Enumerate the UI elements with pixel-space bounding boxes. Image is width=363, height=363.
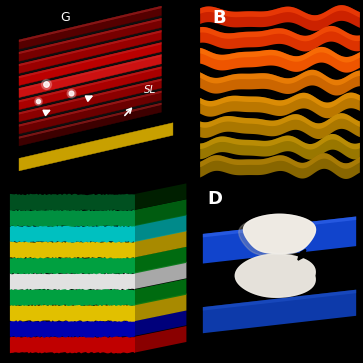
- Polygon shape: [19, 66, 162, 110]
- Polygon shape: [134, 294, 187, 321]
- Polygon shape: [134, 183, 187, 210]
- Polygon shape: [19, 79, 162, 122]
- Polygon shape: [203, 290, 356, 333]
- Polygon shape: [134, 326, 187, 352]
- Polygon shape: [235, 254, 315, 297]
- Polygon shape: [19, 123, 173, 171]
- Polygon shape: [19, 42, 162, 85]
- Text: B: B: [212, 9, 226, 27]
- Polygon shape: [203, 216, 356, 264]
- Text: G: G: [60, 11, 70, 24]
- Polygon shape: [134, 215, 187, 242]
- Polygon shape: [19, 30, 162, 66]
- Polygon shape: [19, 42, 162, 78]
- Polygon shape: [19, 54, 162, 90]
- Polygon shape: [19, 79, 162, 114]
- Polygon shape: [19, 18, 162, 61]
- Polygon shape: [19, 88, 162, 124]
- Polygon shape: [19, 6, 162, 42]
- Polygon shape: [134, 279, 187, 305]
- Polygon shape: [19, 18, 162, 54]
- Polygon shape: [134, 262, 187, 289]
- Polygon shape: [19, 6, 162, 49]
- Polygon shape: [19, 54, 162, 98]
- Text: D: D: [208, 190, 223, 208]
- Polygon shape: [19, 64, 162, 100]
- Polygon shape: [19, 100, 162, 136]
- Polygon shape: [134, 199, 187, 226]
- Polygon shape: [203, 216, 356, 237]
- Polygon shape: [19, 91, 162, 126]
- Polygon shape: [235, 254, 315, 297]
- Polygon shape: [19, 15, 162, 51]
- Polygon shape: [134, 231, 187, 257]
- Polygon shape: [244, 214, 315, 254]
- Text: SL: SL: [144, 85, 156, 95]
- Polygon shape: [134, 310, 187, 336]
- Polygon shape: [19, 103, 162, 138]
- Polygon shape: [244, 214, 315, 254]
- Polygon shape: [19, 40, 162, 76]
- Polygon shape: [19, 28, 162, 64]
- Polygon shape: [19, 91, 162, 134]
- Polygon shape: [203, 290, 356, 311]
- Polygon shape: [19, 52, 162, 87]
- Polygon shape: [19, 66, 162, 102]
- Polygon shape: [19, 30, 162, 73]
- Polygon shape: [134, 246, 187, 274]
- Polygon shape: [19, 76, 162, 112]
- Polygon shape: [239, 217, 311, 256]
- Polygon shape: [19, 103, 162, 146]
